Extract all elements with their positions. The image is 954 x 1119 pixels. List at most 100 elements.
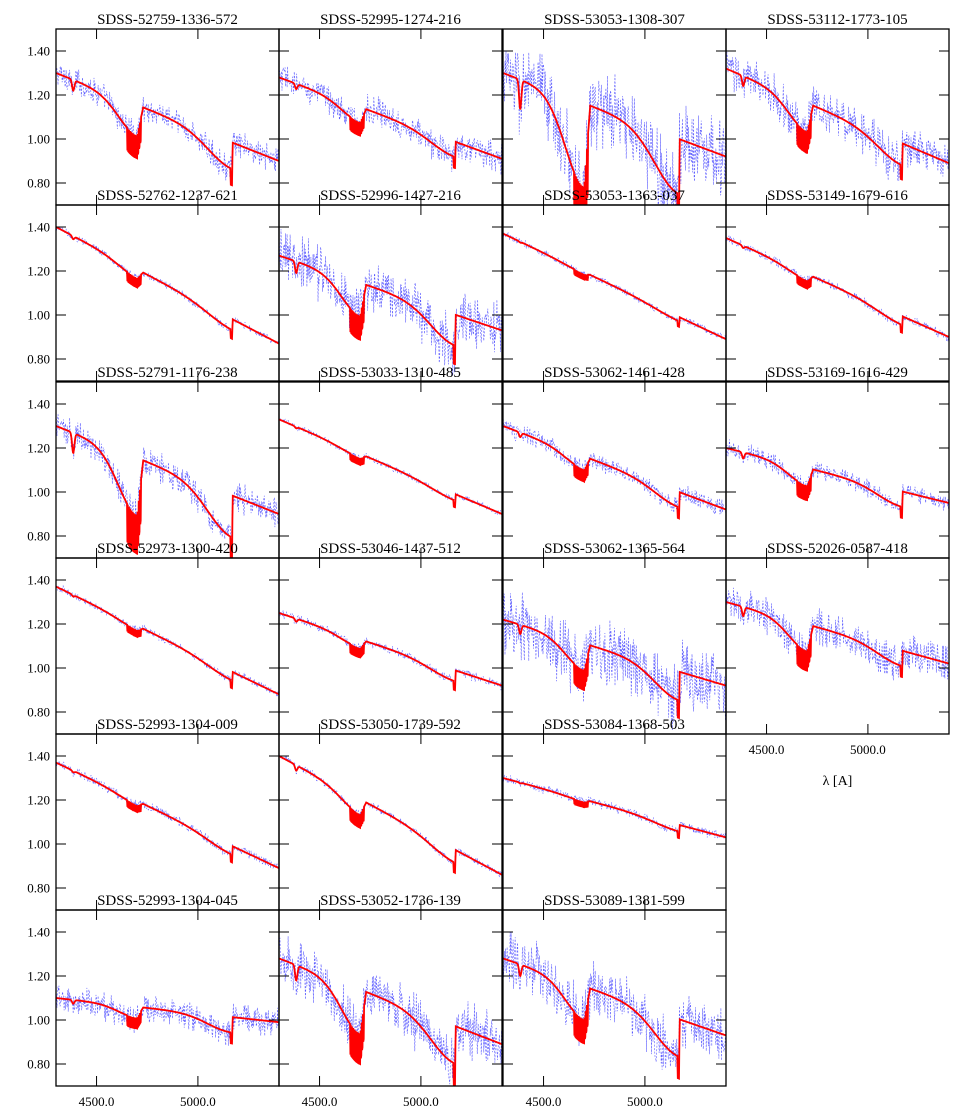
y-tick-label: 1.40 (27, 397, 50, 412)
panel-title: SDSS-53084-1368-503 (544, 717, 685, 733)
panel-frame (278, 909, 503, 1087)
x-tick-label: 5000.0 (180, 1094, 216, 1109)
spectrum-panel: 0.80 1.00 1.20 1.40 SDSS-52993-1304-009 (27, 717, 280, 911)
y-tick-label: 1.40 (27, 573, 50, 588)
model-spectrum-line (503, 232, 726, 341)
x-tick-label: 4500.0 (749, 742, 785, 757)
panel-title: SDSS-52973-1300-420 (97, 541, 238, 557)
y-tick-label: 1.20 (27, 969, 50, 984)
observed-spectrum-line (279, 936, 502, 1085)
model-spectrum-line (726, 447, 949, 519)
panel-title: SDSS-53062-1365-564 (544, 541, 685, 557)
model-spectrum-line (503, 957, 726, 1081)
panel-frame (55, 909, 280, 1087)
panel-title: SDSS-52026-0587-418 (767, 541, 908, 557)
model-spectrum-line (279, 76, 502, 170)
y-tick-label: 1.20 (27, 88, 50, 103)
model-spectrum-line (56, 761, 279, 870)
model-spectrum-line (726, 237, 949, 338)
panel-frame (278, 733, 503, 911)
panel-title: SDSS-53112-1773-105 (767, 12, 907, 28)
y-tick-label: 1.00 (27, 132, 50, 147)
spectrum-panel: SDSS-53062-1461-428 (502, 365, 727, 559)
observed-spectrum-line (726, 235, 949, 342)
y-tick-label: 1.20 (27, 793, 50, 808)
y-tick-label: 1.40 (27, 749, 50, 764)
spectrum-panel: SDSS-53053-1308-307 (502, 12, 727, 206)
observed-spectrum-line (503, 415, 726, 515)
panel-frame (55, 381, 280, 559)
spectrum-panel: SDSS-52996-1427-216 (278, 188, 503, 382)
model-spectrum-line (56, 585, 279, 696)
x-tick-label: 4500.0 (526, 1094, 562, 1109)
spectrum-panel: 0.80 1.00 1.20 1.40 SDSS-52759-1336-572 (27, 12, 280, 206)
y-tick-label: 1.00 (27, 837, 50, 852)
y-tick-label: 1.40 (27, 925, 50, 940)
spectrum-panel: 0.80 1.00 1.20 1.40 SDSS-52791-1176-238 (27, 365, 280, 559)
spectrum-panel: SDSS-53149-1679-616 (725, 188, 950, 382)
panel-frame (725, 557, 950, 735)
y-tick-label: 1.40 (27, 220, 50, 235)
spectrum-panel: 4500.0 5000.0 λ [A] SDSS-52026-0587-418 (725, 541, 950, 789)
panel-frame (725, 381, 950, 559)
model-spectrum-line (56, 425, 279, 558)
panel-title: SDSS-53033-1310-485 (320, 365, 461, 381)
y-tick-label: 1.40 (27, 44, 50, 59)
panel-frame (278, 381, 503, 559)
y-tick-label: 1.00 (27, 661, 50, 676)
panel-title: SDSS-53062-1461-428 (544, 365, 685, 381)
spectrum-panel: SDSS-52995-1274-216 (278, 12, 503, 206)
panel-title: SDSS-53089-1381-599 (544, 893, 685, 909)
x-tick-label: 5000.0 (403, 1094, 439, 1109)
model-spectrum-line (56, 997, 279, 1045)
y-tick-label: 0.80 (27, 176, 50, 191)
y-tick-label: 1.00 (27, 485, 50, 500)
model-spectrum-line (279, 957, 502, 1086)
panel-title: SDSS-52762-1237-621 (97, 188, 238, 204)
x-tick-label: 5000.0 (850, 742, 886, 757)
y-tick-label: 1.00 (27, 308, 50, 323)
model-spectrum-line (56, 226, 279, 345)
model-spectrum-line (503, 777, 726, 840)
panel-frame (725, 204, 950, 382)
model-spectrum-line (56, 72, 279, 187)
panel-title: SDSS-53050-1739-592 (320, 717, 461, 733)
x-tick-label: 5000.0 (627, 1094, 663, 1109)
x-axis-label: λ [A] (823, 774, 853, 789)
panel-frame (55, 557, 280, 735)
model-spectrum-line (726, 601, 949, 679)
panel-frame (502, 909, 727, 1087)
panel-title: SDSS-53046-1437-512 (320, 541, 461, 557)
panel-title: SDSS-53169-1616-429 (767, 365, 908, 381)
panel-title: SDSS-53052-1736-139 (320, 893, 461, 909)
panel-title: SDSS-52993-1304-045 (97, 893, 238, 909)
spectrum-panel: SDSS-53062-1365-564 (502, 541, 727, 735)
observed-spectrum-line (726, 587, 949, 683)
model-spectrum-line (279, 254, 502, 366)
spectrum-panel: SDSS-53050-1739-592 (278, 717, 503, 911)
spectrum-panel: SDSS-53046-1437-512 (278, 541, 503, 735)
panel-title: SDSS-52993-1304-009 (97, 717, 238, 733)
y-tick-label: 0.80 (27, 529, 50, 544)
panel-title: SDSS-52995-1274-216 (320, 12, 461, 28)
model-spectrum-line (503, 425, 726, 520)
panel-frame (55, 733, 280, 911)
model-spectrum-line (726, 67, 949, 181)
spectrum-panel: SDSS-53169-1616-429 (725, 365, 950, 559)
observed-spectrum-line (503, 51, 726, 205)
panel-frame (278, 204, 503, 382)
panel-frame (55, 204, 280, 382)
model-spectrum-line (503, 618, 726, 720)
y-tick-label: 1.20 (27, 617, 50, 632)
observed-spectrum-line (279, 229, 502, 376)
model-spectrum-line (279, 755, 502, 876)
observed-spectrum-line (56, 413, 279, 542)
panel-frame (278, 28, 503, 206)
observed-spectrum-line (503, 931, 726, 1072)
spectrum-panel: SDSS-53053-1363-037 (502, 188, 727, 382)
panel-title: SDSS-52996-1427-216 (320, 188, 461, 204)
y-tick-label: 0.80 (27, 1057, 50, 1072)
spectrum-panel: SDSS-53112-1773-105 (725, 12, 950, 206)
